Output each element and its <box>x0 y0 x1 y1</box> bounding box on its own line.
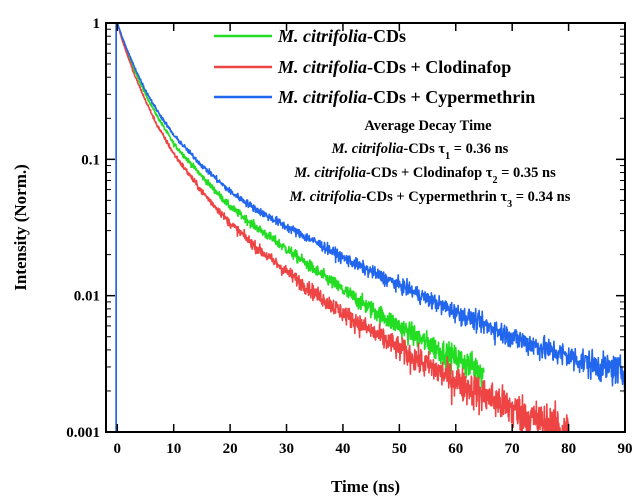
ticks-layer: 0 10 20 30 40 50 60 70 80 90 1 0.1 0.01 0.001 <box>66 16 632 457</box>
decay-time-line-1: M. citrifolia-CDs τ1 = 0.36 ns <box>331 141 509 162</box>
x-axis-title: Time (ns) <box>331 477 400 496</box>
y-axis-title: Intensity (Norm.) <box>11 164 30 291</box>
x-tick-label: 50 <box>392 441 407 457</box>
legend-label-2: M. citrifolia-CDs + Clodinafop <box>277 57 511 77</box>
x-tick-label: 80 <box>561 441 576 457</box>
x-tick-label: 30 <box>279 441 294 457</box>
legend-label-3: M. citrifolia-CDs + Cypermethrin <box>277 87 535 107</box>
x-tick-label: 90 <box>618 441 633 457</box>
decay-time-annotation: Average Decay Time M. citrifolia-CDs τ1 … <box>289 118 571 210</box>
legend-label-1: M. citrifolia-CDs <box>277 26 406 46</box>
y-tick-label: 0.1 <box>81 152 100 168</box>
x-tick-label: 60 <box>448 441 463 457</box>
x-tick-label: 40 <box>335 441 350 457</box>
series-line-2 <box>115 23 570 432</box>
series-line-3 <box>115 23 625 432</box>
annotation-title: Average Decay Time <box>364 118 492 134</box>
decay-time-line-3: M. citrifolia-CDs + Cypermethrin τ3 = 0.… <box>289 189 571 210</box>
x-tick-label: 20 <box>223 441 238 457</box>
series-layer <box>115 23 625 432</box>
y-tick-label: 1 <box>93 16 101 32</box>
decay-time-line-2: M. citrifolia-CDs + Clodinafop τ2 = 0.35… <box>293 165 556 186</box>
y-tick-label: 0.001 <box>66 425 100 441</box>
x-tick-label: 70 <box>505 441 520 457</box>
plot-frame <box>105 22 626 433</box>
x-tick-label: 0 <box>114 441 122 457</box>
y-tick-label: 0.01 <box>74 289 100 305</box>
x-tick-label: 10 <box>166 441 181 457</box>
legend: M. citrifolia-CDs M. citrifolia-CDs + Clo… <box>214 26 535 107</box>
series-line-1 <box>115 23 485 432</box>
